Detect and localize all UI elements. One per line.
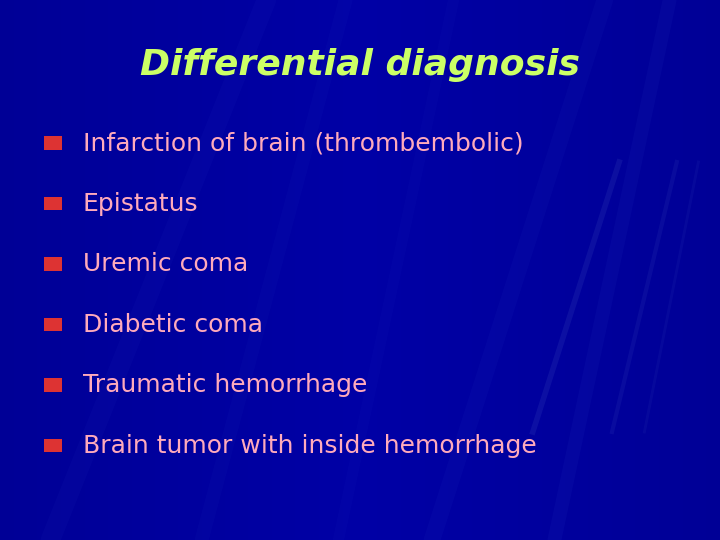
Text: Infarction of brain (thrombembolic): Infarction of brain (thrombembolic) [83,131,523,155]
Text: Differential diagnosis: Differential diagnosis [140,48,580,82]
Text: Diabetic coma: Diabetic coma [83,313,263,336]
FancyBboxPatch shape [44,257,62,271]
FancyBboxPatch shape [44,318,62,332]
FancyBboxPatch shape [44,438,62,453]
FancyBboxPatch shape [44,378,62,392]
Text: Brain tumor with inside hemorrhage: Brain tumor with inside hemorrhage [83,434,536,457]
Text: Traumatic hemorrhage: Traumatic hemorrhage [83,373,367,397]
FancyBboxPatch shape [44,136,62,150]
Text: Epistatus: Epistatus [83,192,199,215]
Text: Uremic coma: Uremic coma [83,252,248,276]
FancyBboxPatch shape [44,197,62,211]
